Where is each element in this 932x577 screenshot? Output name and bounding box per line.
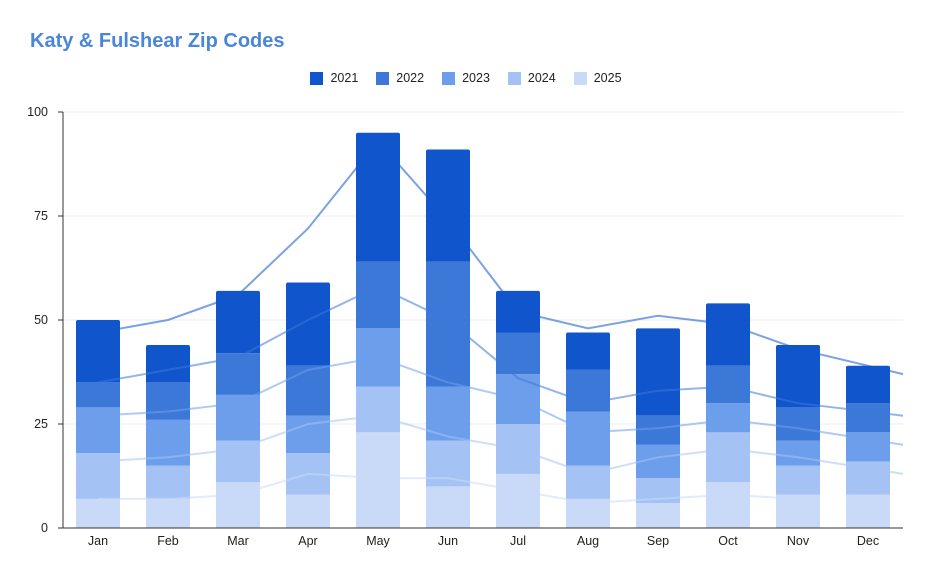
y-tick-label: 0 — [41, 521, 48, 535]
legend-item-2024: 2024 — [507, 71, 556, 85]
legend-label: 2021 — [330, 71, 359, 85]
trendline-2021 — [97, 139, 904, 376]
legend-swatch — [376, 71, 390, 85]
bar-segment-2021-Oct — [706, 303, 750, 366]
bar-segment-2021-Sep — [636, 328, 680, 416]
y-tick-label: 50 — [34, 313, 48, 327]
x-tick-label: Feb — [157, 534, 179, 548]
bar-segment-2022-Aug — [566, 369, 610, 412]
bar-segment-2025-May — [356, 432, 400, 528]
bar-segment-2022-Oct — [706, 365, 750, 404]
legend-swatch — [573, 71, 587, 85]
legend-item-2021: 2021 — [310, 71, 358, 85]
bar-segment-2022-Dec — [846, 403, 890, 433]
legend-swatch — [310, 71, 324, 85]
bar-segment-2025-Nov — [776, 494, 820, 528]
y-tick-label: 25 — [34, 417, 48, 431]
bar-segment-2025-Apr — [286, 494, 330, 528]
x-tick-label: Jan — [88, 534, 108, 548]
bar-segment-2022-Jan — [76, 382, 120, 408]
legend-swatch — [442, 71, 456, 85]
bar-segment-2021-Apr — [286, 282, 330, 366]
bar-segment-2025-Dec — [846, 494, 890, 528]
gridlines — [63, 111, 903, 425]
bar-segment-2022-Feb — [146, 382, 190, 420]
bar-segment-2021-May — [356, 132, 400, 262]
trendline-2022 — [97, 285, 904, 417]
bar-segment-2021-Feb — [146, 344, 190, 383]
bar-segment-2024-Mar — [216, 440, 260, 483]
bar-segment-2021-Dec — [846, 365, 890, 404]
bar-segment-2022-Apr — [286, 365, 330, 416]
trendlines — [97, 139, 904, 505]
bar-segment-2021-Nov — [776, 344, 820, 408]
bar-segment-2024-Feb — [146, 465, 190, 499]
bar-segment-2025-Jun — [426, 486, 470, 528]
bar-segment-2021-Aug — [566, 332, 610, 370]
bar-segment-2025-Oct — [706, 482, 750, 528]
legend-item-2025: 2025 — [573, 71, 622, 85]
x-tick-label: Dec — [857, 534, 879, 548]
x-tick-label: May — [366, 534, 390, 548]
bars — [76, 132, 890, 528]
trendline-2023 — [97, 356, 904, 446]
legend-swatch — [507, 71, 521, 85]
bar-segment-2025-Jul — [496, 473, 540, 528]
legend-item-2023: 2023 — [442, 71, 490, 85]
bar-segment-2024-Nov — [776, 465, 820, 495]
legend-label: 2024 — [527, 71, 556, 85]
bar-segment-2023-Aug — [566, 411, 610, 466]
x-tick-label: Apr — [298, 534, 317, 548]
x-tick-label: Oct — [718, 534, 738, 548]
bar-segment-2021-Jan — [76, 320, 120, 383]
bar-segment-2023-Mar — [216, 394, 260, 441]
bar-segment-2022-Jul — [496, 332, 540, 375]
bar-segment-2022-Nov — [776, 407, 820, 441]
bar-segment-2024-Oct — [706, 432, 750, 483]
x-tick-label: Sep — [647, 534, 669, 548]
bar-segment-2025-Sep — [636, 503, 680, 528]
x-tick-label: Aug — [577, 534, 599, 548]
x-tick-label: Jun — [438, 534, 458, 548]
legend: 2021 2022 2023 2024 2025 — [0, 71, 932, 85]
bar-segment-2021-Mar — [216, 290, 260, 354]
bar-segment-2025-Jan — [76, 498, 120, 528]
x-tick-label: Nov — [787, 534, 810, 548]
y-tick-label: 100 — [27, 105, 48, 119]
axes: 0 25 50 75 100 Jan Feb Mar Apr May Jun Jul Aug Sep Oct… — [27, 105, 903, 548]
bar-segment-2021-Jun — [426, 149, 470, 262]
bar-segment-2023-Oct — [706, 403, 750, 433]
legend-label: 2023 — [462, 71, 490, 85]
trendline-2025 — [98, 472, 799, 505]
chart-title: Katy & Fulshear Zip Codes — [30, 30, 285, 52]
trendline-2024 — [97, 414, 904, 475]
x-tick-label: Mar — [227, 534, 249, 548]
bar-segment-2022-Jun — [426, 261, 470, 387]
legend-label: 2025 — [593, 71, 622, 85]
bar-segment-2024-May — [356, 386, 400, 433]
y-tick-label: 75 — [34, 209, 48, 223]
bar-segment-2025-Feb — [146, 498, 190, 528]
bar-segment-2022-May — [356, 261, 400, 329]
x-tick-label: Jul — [510, 534, 526, 548]
legend-item-2022: 2022 — [376, 71, 424, 85]
bar-segment-2022-Sep — [636, 415, 680, 445]
legend-label: 2022 — [396, 71, 425, 85]
bar-segment-2024-Jun — [426, 440, 470, 487]
bar-segment-2023-Nov — [776, 440, 820, 466]
